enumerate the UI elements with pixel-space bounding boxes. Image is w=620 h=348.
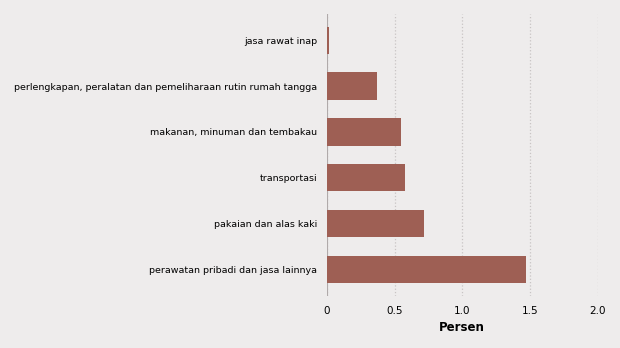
Bar: [327, 27, 329, 54]
X-axis label: Persen: Persen: [440, 321, 485, 334]
Bar: [327, 210, 424, 237]
Bar: [327, 72, 377, 100]
Bar: [327, 255, 526, 283]
Bar: [327, 164, 405, 191]
Bar: [327, 118, 401, 146]
